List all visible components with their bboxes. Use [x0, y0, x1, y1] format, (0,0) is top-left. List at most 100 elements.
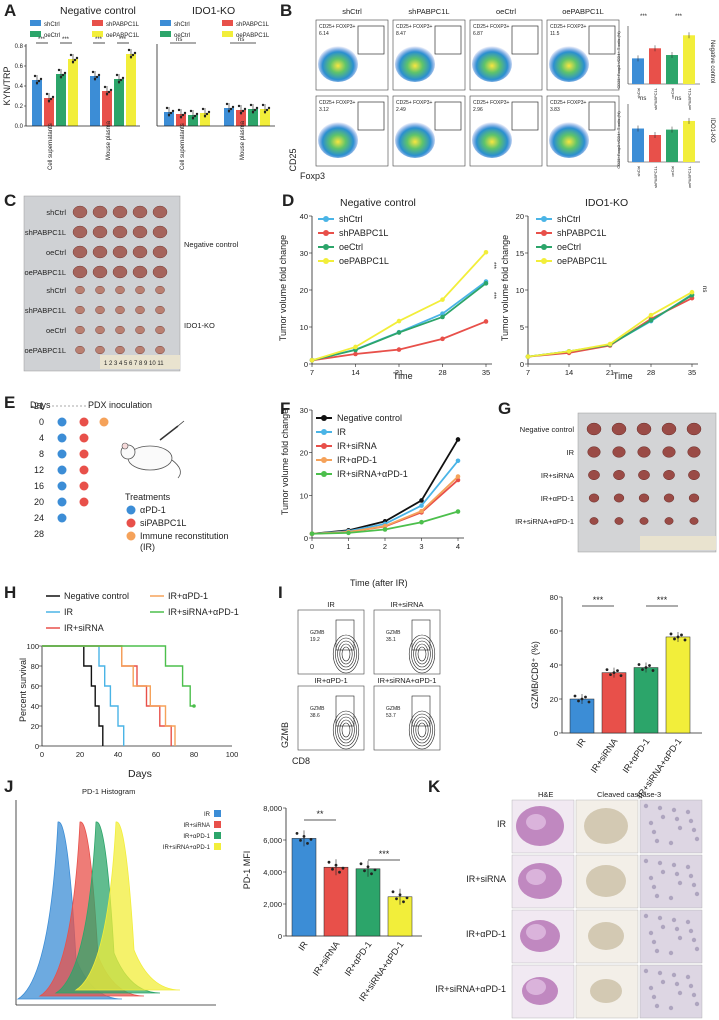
legend-label: αPD-1 — [140, 505, 166, 515]
ihc-tissue — [584, 808, 628, 844]
ihc-cell — [685, 974, 691, 980]
panel-a-xcat-1: Cell supernatants — [48, 123, 54, 170]
tumor — [152, 245, 168, 259]
ihc-cell — [688, 983, 694, 989]
ihc-cell — [691, 827, 697, 833]
data-point — [440, 314, 445, 320]
survival-curve — [42, 645, 172, 746]
bar-xlabel: shPABPC1L — [653, 87, 658, 110]
ytick-label: 20 — [516, 212, 524, 221]
data-point — [396, 347, 402, 352]
contour — [408, 710, 436, 750]
data-point — [419, 503, 424, 508]
legend-label: IR+siRNA — [183, 823, 210, 829]
row-label: shCtrl — [46, 208, 66, 217]
tumor — [586, 422, 602, 436]
bar — [224, 108, 234, 126]
data-point — [346, 530, 351, 536]
dot — [231, 105, 235, 109]
dot — [584, 695, 587, 699]
bar-xlabel: oePABPC1L — [687, 87, 692, 110]
facs-gate-label: CD25+ FOXP3+ — [319, 24, 355, 30]
bar — [291, 838, 317, 937]
ihc-cell — [688, 818, 694, 824]
panel-i-facs-grid: IRGZMB19.2IR+siRNAGZMB35.1IR+αPD-1GZMB38… — [297, 600, 441, 751]
tumor — [75, 325, 85, 335]
tumor — [614, 517, 624, 525]
panel-e: E Days PDX inoculation -210481216202428 … — [4, 393, 229, 552]
data-point — [455, 474, 461, 479]
bar-xlabel: oeCtrl — [670, 166, 675, 177]
xtick-label: IR+αPD-1 — [343, 939, 374, 977]
row-label: oeCtrl — [46, 248, 66, 257]
facs-title: IR+siRNA — [390, 600, 423, 609]
panel-c-tumor-rows: shCtrl shPABPC1L oeCtrl oePABPC1L shCtrl shPA… — [24, 205, 168, 355]
dot — [47, 99, 51, 103]
ihc-cell — [643, 803, 649, 809]
bar — [200, 113, 210, 126]
survival-curve — [42, 645, 125, 746]
ytick-label: 15 — [516, 249, 524, 258]
ihc-cell — [671, 862, 677, 868]
ihc-cell — [685, 919, 691, 925]
panel-j: J PD-1 Histogram IRIR+siRNAIR+αPD-1IR+si… — [4, 777, 422, 1006]
sig-label: ** — [316, 809, 324, 819]
facs-gate-value: 6.14 — [319, 31, 329, 37]
ihc-cell — [677, 935, 683, 941]
dot — [59, 75, 63, 79]
bar — [666, 129, 678, 162]
ytick-label: 60 — [31, 682, 39, 691]
xtick-label: IR — [296, 939, 310, 953]
facs-gate-label: CD25+ FOXP3+ — [319, 100, 355, 106]
facs-title: IR+αPD-1 — [314, 676, 347, 685]
dose-ir — [99, 417, 109, 427]
legend-label: shCtrl — [44, 22, 60, 28]
panel-d-ylabel-left: Tumor volume fold change — [278, 235, 288, 341]
facs-title: IR+siRNA+αPD-1 — [378, 676, 437, 685]
tumor — [663, 493, 675, 503]
bar — [666, 55, 678, 84]
bar — [323, 866, 349, 937]
data-point — [382, 523, 388, 529]
data-point — [455, 437, 461, 442]
legend-marker — [321, 429, 327, 435]
panel-a-yticks: 0.0 0.2 0.4 0.6 0.8 — [15, 44, 26, 130]
ihc-cell — [654, 838, 660, 844]
day-label: 12 — [34, 465, 44, 475]
panel-a-sig-1: *** — [38, 37, 46, 43]
dot — [341, 866, 345, 870]
panel-a-bars-left — [32, 48, 137, 126]
xtick-label: 20 — [76, 750, 84, 759]
legend-label: oeCtrl — [44, 33, 60, 39]
ytick-label: 30 — [300, 406, 308, 415]
panel-j-legend: IR IR+siRNA IR+αPD-1 IR+siRNA+αPD-1 — [163, 810, 221, 851]
facs-gate-value: 3.12 — [319, 107, 329, 113]
panel-j-histogram — [15, 800, 216, 1006]
row-label: oePABPC1L — [24, 268, 66, 277]
tumor — [72, 205, 88, 219]
legend-label: Negative control — [64, 591, 129, 601]
panel-k: K H&E Cleaved caspase-3 IR IR+siRNA IR+αPD… — [428, 777, 703, 1019]
legend-label: IR+siRNA+αPD-1 — [163, 845, 211, 851]
facs-cloud — [395, 46, 435, 82]
legend-label: shPABPC1L — [236, 22, 270, 28]
ihc-cell — [643, 968, 649, 974]
dot — [133, 51, 137, 55]
facs-gate — [411, 619, 431, 651]
panel-a-xcat-4: Mouse plasma — [240, 120, 246, 160]
dot — [370, 872, 373, 876]
dot — [91, 70, 95, 74]
panel-g-letter: G — [498, 399, 511, 418]
bar-xlabel: shPABPC1L — [653, 165, 658, 188]
data-point — [419, 508, 424, 514]
ihc-cell — [660, 814, 666, 820]
xtick-label: 35 — [688, 368, 696, 377]
facs-cloud — [472, 122, 512, 158]
row-label: shPABPC1L — [25, 228, 66, 237]
bar — [248, 109, 258, 126]
ytick-label: 30 — [300, 249, 308, 258]
ihc-cell — [677, 990, 683, 996]
legend-label: IR — [64, 607, 74, 617]
row-label: shPABPC1L — [25, 306, 66, 315]
facs-gate — [588, 101, 616, 131]
